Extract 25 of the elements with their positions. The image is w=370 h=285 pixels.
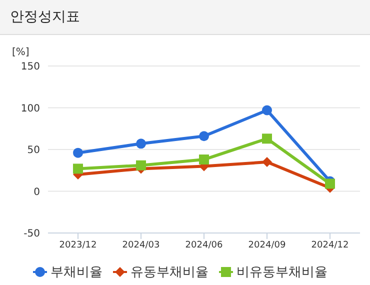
legend-label: 부채비율 <box>50 264 102 281</box>
point <box>199 154 209 165</box>
point <box>262 157 272 168</box>
x-tick-label: 2023/12 <box>59 240 97 250</box>
legend-label: 비유동부채비율 <box>236 264 328 281</box>
point <box>136 160 146 170</box>
y-tick-label: -50 <box>24 228 40 240</box>
point <box>262 105 272 116</box>
x-tick-label: 2024/12 <box>311 240 349 250</box>
point <box>262 134 272 144</box>
x-tick-label: 2024/03 <box>122 240 160 250</box>
chart-title: 안정성지표 <box>0 0 370 35</box>
point <box>325 178 335 189</box>
point <box>73 164 83 174</box>
x-tick-label: 2024/09 <box>248 240 286 250</box>
point <box>199 131 209 142</box>
x-tick-label: 2024/06 <box>185 240 223 250</box>
point <box>73 148 83 158</box>
y-tick-label: 50 <box>27 145 40 156</box>
point <box>136 138 146 149</box>
legend-label: 유동부채비율 <box>130 264 208 281</box>
y-tick-label: 150 <box>20 62 40 73</box>
y-axis-title: [%] <box>12 47 30 58</box>
y-tick-label: 0 <box>34 186 40 198</box>
y-tick-label: 100 <box>20 103 40 114</box>
